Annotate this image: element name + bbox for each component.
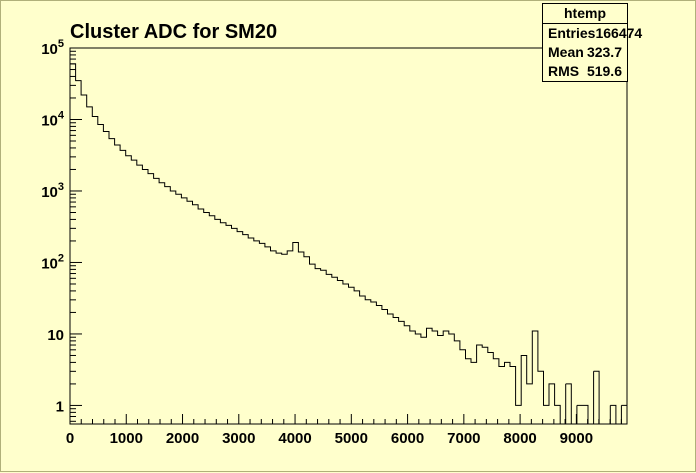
x-tick-label: 0: [66, 430, 74, 447]
stats-box: htemp Entries 166474 Mean 323.7 RMS 519.…: [542, 3, 642, 82]
y-tick-label: 105: [41, 38, 64, 58]
y-tick-label: 102: [41, 252, 64, 272]
plot-frame: [69, 47, 628, 425]
stats-row-rms: RMS 519.6: [543, 62, 627, 81]
x-tick-label: 4000: [278, 430, 311, 447]
entries-label: Entries: [548, 25, 596, 41]
x-tick-label: 2000: [166, 430, 199, 447]
x-tick-label: 6000: [391, 430, 424, 447]
stats-row-entries: Entries 166474: [543, 24, 642, 43]
histogram-series: [70, 63, 628, 424]
x-tick-label: 8000: [503, 430, 536, 447]
x-tick-label: 7000: [447, 430, 480, 447]
entries-value: 166474: [595, 25, 643, 41]
y-tick-label: 1: [56, 398, 64, 415]
x-tick-label: 3000: [222, 430, 255, 447]
y-tick-label: 104: [41, 109, 65, 129]
x-tick-label: 5000: [335, 430, 368, 447]
y-tick-label: 103: [41, 181, 64, 201]
stats-title: htemp: [543, 4, 627, 24]
mean-value: 323.7: [586, 44, 622, 60]
chart-title: Cluster ADC for SM20: [70, 21, 278, 43]
y-tick-label: 10: [47, 327, 64, 344]
mean-label: Mean: [548, 44, 584, 60]
x-tick-label: 9000: [560, 430, 593, 447]
stats-row-mean: Mean 323.7: [543, 43, 627, 62]
x-tick-label: 1000: [110, 430, 143, 447]
rms-label: RMS: [548, 63, 580, 79]
rms-value: 519.6: [586, 63, 622, 79]
